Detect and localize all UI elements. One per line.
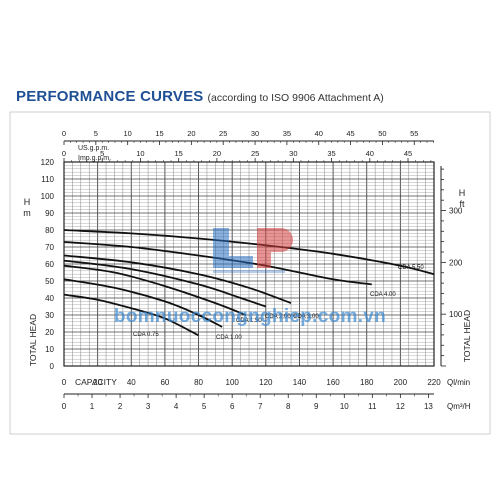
right-unit-label: H	[459, 188, 466, 198]
right-axis-title: TOTAL HEAD	[462, 310, 472, 362]
y-tick-label: 0	[50, 362, 55, 371]
top-tick-label: 10	[136, 149, 144, 158]
chart-title: PERFORMANCE CURVES	[16, 88, 204, 105]
bottom-tick-label: 6	[230, 402, 235, 411]
curve-label: CDA 1.50	[236, 318, 262, 324]
top-tick-label: 0	[62, 129, 66, 138]
x-tick-label: 40	[127, 378, 136, 387]
top-tick-label: 50	[378, 129, 386, 138]
y-tick-label: 100	[41, 192, 55, 201]
top-tick-label: 55	[410, 129, 418, 138]
top-tick-label: 0	[62, 149, 66, 158]
top-tick-label: 25	[219, 129, 227, 138]
y-tick-label: 90	[45, 209, 54, 218]
bottom-tick-label: 5	[202, 402, 207, 411]
top-tick-label: 45	[346, 129, 354, 138]
y-tick-label: 80	[45, 226, 54, 235]
top-tick-label: 45	[404, 149, 412, 158]
chart-heading: PERFORMANCE CURVES (according to ISO 9906…	[16, 88, 384, 106]
y-tick-label: 30	[45, 311, 54, 320]
x-tick-label: 160	[326, 378, 340, 387]
bottom-tick-label: 8	[286, 402, 291, 411]
y-unit-label: m	[23, 208, 31, 218]
top-tick-label: 30	[251, 129, 259, 138]
curve-label: CDA 0.75	[133, 332, 159, 338]
curve-label: CDA 3.00	[293, 314, 319, 320]
bottom-tick-label: 13	[424, 402, 433, 411]
top-tick-label: 5	[100, 149, 104, 158]
curve-cda-1-50	[63, 264, 246, 316]
curve-cda-1-00	[63, 278, 223, 328]
y-tick-label: 110	[41, 175, 54, 184]
bottom-tick-label: 2	[118, 402, 123, 411]
imp-gpm-label: Imp.g.p.m.	[78, 155, 111, 162]
watermark-text: bomnuoccongnghiep.com.vn	[113, 306, 387, 327]
curve-label: CDA 4.00	[370, 292, 396, 298]
bottom-tick-label: 12	[396, 402, 405, 411]
top-tick-label: 35	[283, 129, 291, 138]
bottom-tick-label: 7	[258, 402, 263, 411]
y-tick-label: 10	[45, 345, 54, 354]
bottom-unit-label: Qm³/H	[447, 402, 471, 411]
x-tick-label: 60	[160, 378, 169, 387]
bottom-tick-label: 10	[340, 402, 349, 411]
brand-logo	[213, 228, 293, 273]
curve-label: CDA 2.00	[265, 314, 291, 320]
x-tick-label: 100	[226, 378, 240, 387]
curve-cda-2-00	[63, 259, 267, 308]
y-axis-title: TOTAL HEAD	[28, 314, 38, 366]
curve-label: CDA 5.50	[398, 265, 424, 271]
top-tick-label: 20	[213, 149, 221, 158]
bottom-tick-label: 0	[62, 402, 67, 411]
x-tick-label: 0	[62, 378, 67, 387]
y-unit-label: H	[24, 197, 31, 207]
right-unit-label: ft	[459, 199, 465, 209]
top-tick-label: 25	[251, 149, 259, 158]
top-tick-label: 10	[124, 129, 132, 138]
top-tick-label: 15	[155, 129, 163, 138]
top-tick-label: 35	[327, 149, 335, 158]
x-tick-label: 20	[93, 378, 102, 387]
right-tick-label: 300	[449, 207, 463, 216]
y-tick-label: 70	[45, 243, 54, 252]
curve-cda-3-00	[63, 254, 292, 304]
bottom-tick-label: 11	[368, 402, 377, 411]
y-tick-label: 120	[41, 158, 55, 167]
top-tick-label: 40	[315, 129, 323, 138]
y-tick-label: 50	[45, 277, 54, 286]
figure-border	[9, 111, 491, 435]
top-tick-label: 20	[187, 129, 195, 138]
y-tick-label: 60	[45, 260, 54, 269]
top-tick-label: 30	[289, 149, 297, 158]
chart-subtitle: (according to ISO 9906 Attachment A)	[207, 92, 384, 104]
x-tick-label: 180	[360, 378, 374, 387]
bottom-tick-label: 9	[314, 402, 319, 411]
curve-cda-0-75	[63, 293, 199, 337]
x-tick-label: 120	[259, 378, 273, 387]
right-tick-label: 100	[449, 310, 463, 319]
x-unit-label: Ql/min	[447, 378, 470, 387]
x-tick-label: 220	[427, 378, 441, 387]
x-tick-label: 140	[293, 378, 307, 387]
bottom-tick-label: 3	[146, 402, 151, 411]
top-tick-label: 15	[174, 149, 182, 158]
right-tick-label: 200	[449, 258, 463, 267]
y-tick-label: 40	[45, 294, 54, 303]
us-gpm-label: US.g.p.m.	[78, 145, 109, 152]
x-axis-title: CAPACITY	[75, 377, 117, 387]
top-tick-label: 5	[94, 129, 98, 138]
bottom-tick-label: 1	[90, 402, 95, 411]
curve-label: CDA 1.00	[216, 335, 242, 341]
y-tick-label: 20	[45, 328, 54, 337]
bottom-tick-label: 4	[174, 402, 179, 411]
x-tick-label: 80	[194, 378, 203, 387]
x-tick-label: 200	[394, 378, 408, 387]
top-tick-label: 40	[366, 149, 374, 158]
